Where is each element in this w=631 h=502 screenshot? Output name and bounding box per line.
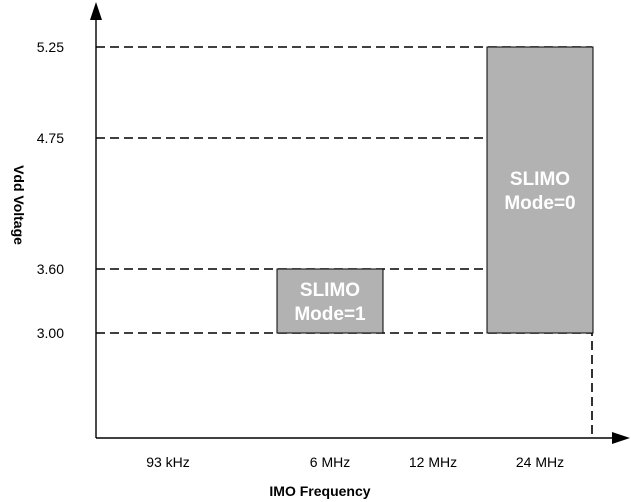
x-axis-arrow	[612, 432, 630, 444]
region-label: SLIMO	[300, 280, 360, 301]
x-tick-label: 24 MHz	[516, 454, 564, 470]
region-label: SLIMO	[510, 169, 570, 190]
region-rect-1	[486, 46, 594, 334]
x-axis-label: IMO Frequency	[269, 483, 370, 499]
y-axis-label: Vdd Voltage	[11, 165, 27, 245]
region-rect-0	[276, 268, 384, 334]
y-tick-label: 3.00	[37, 325, 64, 341]
x-tick-label: 12 MHz	[409, 454, 457, 470]
y-tick-label: 4.75	[37, 130, 64, 146]
y-tick-label: 5.25	[37, 39, 64, 55]
y-axis-arrow	[90, 2, 102, 20]
region-layer: SLIMO Mode=1 SLIMO Mode=0	[276, 46, 594, 334]
region-label: Mode=0	[504, 193, 575, 214]
label-layer: IMO Frequency Vdd Voltage 3.00 3.60 4.75 5.…	[11, 39, 564, 499]
x-tick-label: 6 MHz	[310, 454, 350, 470]
y-tick-label: 3.60	[37, 261, 64, 277]
axes-layer	[90, 2, 630, 444]
region-label: Mode=1	[294, 304, 366, 325]
x-tick-label: 93 kHz	[146, 454, 190, 470]
